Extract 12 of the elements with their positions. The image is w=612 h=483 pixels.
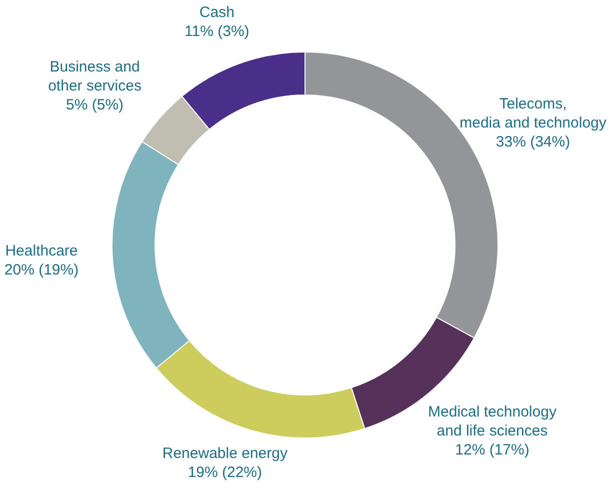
- slice-label: Cash: [199, 4, 234, 21]
- data-label: 20% (19%): [4, 262, 79, 279]
- slice-label: Business and other services: [48, 58, 142, 95]
- data-label: 5% (5%): [66, 96, 124, 114]
- slice-label: Healthcare: [5, 242, 78, 260]
- data-label: 19% (22%): [188, 464, 262, 481]
- data-label: 11% (3%): [184, 23, 250, 40]
- data-label: 33% (34%): [496, 133, 570, 150]
- data-label: 12% (17%): [455, 442, 530, 459]
- slice-label: Renewable energy: [162, 445, 288, 462]
- slice-label: Telecoms, media and technology: [460, 95, 607, 132]
- slice-label: Medical technology and life sciences: [428, 404, 557, 440]
